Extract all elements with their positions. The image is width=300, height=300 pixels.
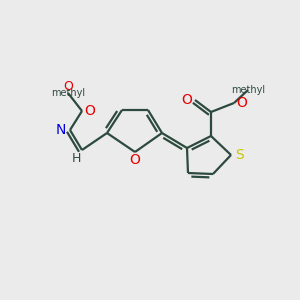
- Text: O: O: [182, 93, 192, 107]
- Text: O: O: [130, 153, 140, 167]
- Text: methyl: methyl: [231, 85, 265, 95]
- Text: methyl: methyl: [51, 88, 85, 98]
- Text: O: O: [63, 80, 73, 94]
- Text: H: H: [71, 152, 81, 166]
- Text: O: O: [85, 104, 95, 118]
- Text: N: N: [56, 123, 66, 137]
- Text: S: S: [236, 148, 244, 162]
- Text: O: O: [237, 96, 248, 110]
